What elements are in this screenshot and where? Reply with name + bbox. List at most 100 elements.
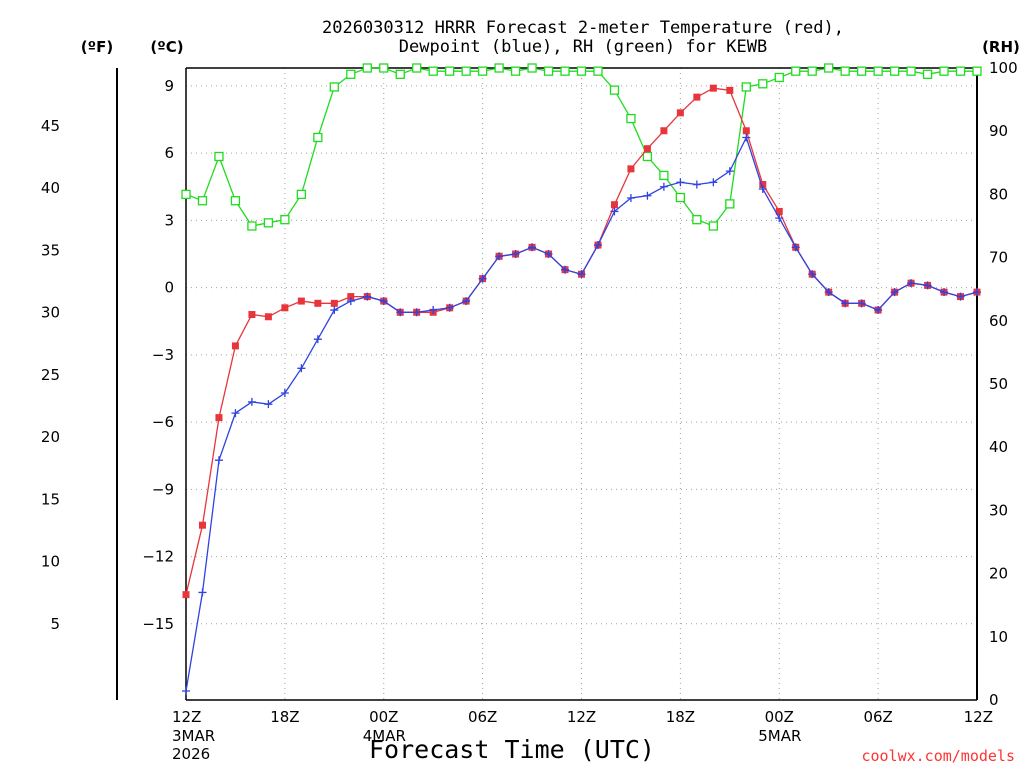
rh-tick-label: 20 (989, 565, 1008, 583)
rh-point (906, 66, 916, 76)
dewpoint-point (626, 193, 635, 202)
dewpoint-point (297, 364, 306, 373)
rh-point (741, 82, 751, 92)
rh-point (428, 66, 438, 76)
temperature-point (248, 311, 256, 319)
fahrenheit-tick-label: 5 (50, 615, 60, 633)
dewpoint-point (874, 306, 883, 315)
dewpoint-point (808, 270, 817, 279)
dewpoint-point (643, 191, 652, 200)
temperature-point (759, 181, 767, 189)
rh-point (758, 79, 768, 89)
dewpoint-point (610, 207, 619, 216)
rh-point (395, 69, 405, 79)
rh-tick-label: 40 (989, 438, 1008, 456)
rh-point (642, 151, 653, 162)
temperature-point (215, 414, 223, 422)
dewpoint-point (857, 299, 866, 308)
dewpoint-point (940, 288, 949, 297)
celsius-tick-label: −9 (152, 480, 174, 498)
dewpoint-point (544, 250, 553, 259)
temperature-point (742, 127, 750, 135)
x-tick-label: 12Z (964, 708, 993, 726)
rh-point (889, 66, 900, 76)
fahrenheit-unit-label: (ºF) (81, 38, 113, 56)
rh-point (824, 63, 834, 73)
dewpoint-point (791, 243, 800, 252)
dewpoint-point (593, 241, 602, 250)
dewpoint-point (824, 288, 833, 297)
rh-point (593, 66, 603, 76)
temperature-point (297, 297, 305, 305)
rh-point (510, 66, 521, 76)
rh-point (675, 192, 686, 203)
dewpoint-point (956, 292, 965, 301)
temperature-point (231, 342, 239, 350)
rh-tick-label: 70 (989, 249, 1008, 267)
dewpoint-point (495, 252, 504, 261)
x-tick-label: 00Z (369, 708, 398, 726)
dewpoint-point (775, 214, 784, 223)
rh-point (296, 189, 307, 200)
dewpoint-point (561, 265, 570, 274)
rh-point (527, 63, 537, 73)
celsius-tick-label: 0 (164, 279, 174, 297)
celsius-tick-label: −12 (142, 548, 174, 566)
rh-point (181, 189, 191, 200)
temperature-point (610, 201, 618, 209)
dewpoint-point (429, 306, 438, 315)
dewpoint-point (313, 335, 322, 344)
rh-point (807, 66, 817, 76)
dewpoint-point (742, 133, 751, 142)
temperature-point (660, 127, 668, 135)
temperature-point (709, 84, 717, 92)
temperature-point (676, 109, 684, 117)
fahrenheit-tick-label: 35 (41, 241, 60, 259)
rh-point (329, 82, 339, 92)
dewpoint-point (396, 308, 405, 317)
rh-point (576, 66, 587, 76)
dewpoint-point (445, 303, 454, 312)
fahrenheit-tick-label: 25 (41, 366, 60, 384)
rh-point (543, 66, 554, 76)
rh-point (494, 63, 504, 73)
x-tick-label: 18Z (666, 708, 695, 726)
dewpoint-point (264, 400, 273, 409)
dewpoint-point (725, 167, 734, 176)
temperature-point (264, 313, 272, 321)
rh-point (856, 66, 867, 76)
rh-tick-label: 0 (989, 691, 999, 709)
rh-point (461, 66, 471, 76)
rh-point (609, 85, 620, 95)
dewpoint-point (577, 270, 586, 279)
fahrenheit-tick-label: 30 (41, 304, 60, 322)
celsius-tick-label: −3 (152, 346, 174, 364)
dewpoint-point (923, 281, 932, 290)
temperature-point (693, 93, 701, 101)
rh-point (197, 196, 208, 206)
fahrenheit-tick-label: 45 (41, 117, 60, 135)
fahrenheit-tick-label: 40 (41, 179, 60, 197)
x-tick-label: 06Z (863, 708, 892, 726)
temperature-point (775, 207, 783, 215)
x-tick-label: 00Z (765, 708, 794, 726)
rh-point (659, 170, 669, 181)
dewpoint-point (346, 297, 355, 306)
dewpoint-point (907, 279, 916, 288)
grid (186, 68, 977, 700)
dewpoint-point (231, 409, 240, 418)
celsius-tick-label: 9 (164, 77, 174, 95)
celsius-tick-label: −6 (152, 413, 174, 431)
x-tick-label: 06Z (468, 708, 497, 726)
rh-point (214, 151, 224, 162)
temperature-point (330, 299, 338, 307)
rh-tick-label: 80 (989, 185, 1008, 203)
rh-point (791, 66, 801, 76)
rh-point (708, 221, 718, 231)
temperature-point (627, 165, 635, 173)
rh-point (922, 69, 933, 79)
dewpoint-point (973, 288, 981, 297)
dewpoint-point (676, 178, 685, 187)
dewpoint-point (528, 243, 537, 252)
rh-point (873, 66, 883, 76)
